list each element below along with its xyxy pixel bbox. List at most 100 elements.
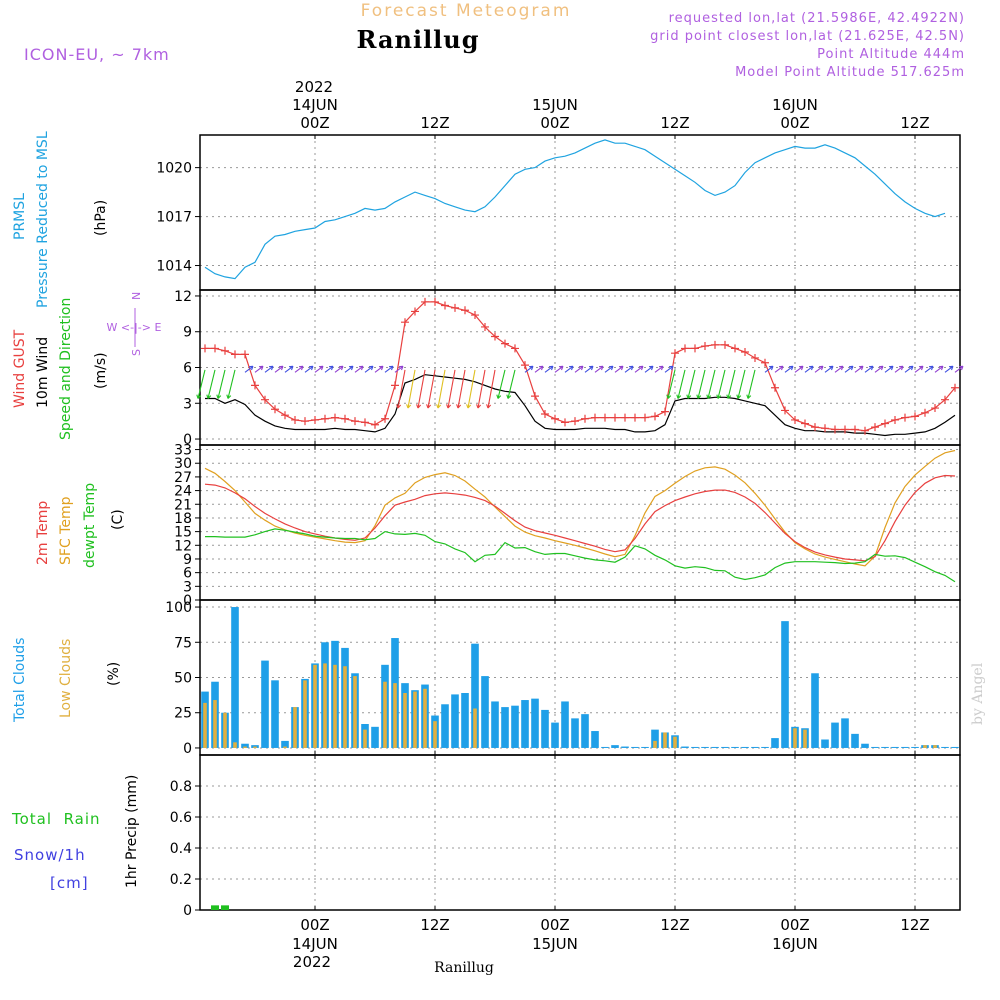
wind-arrowhead <box>196 394 202 399</box>
wind-arrowhead <box>558 365 564 371</box>
total-cloud-bar <box>831 722 839 748</box>
ytick-label: 75 <box>174 635 192 651</box>
bottom-time-label: 12Z <box>900 916 929 934</box>
total-cloud-bar <box>941 746 949 748</box>
low-cloud-bar <box>343 666 347 748</box>
ytick-label: 0 <box>183 593 192 609</box>
wind-arrowhead <box>528 365 534 371</box>
low-cloud-bar <box>203 702 207 748</box>
low-cloud-bar <box>433 721 437 748</box>
ytick-label: 12 <box>174 538 192 554</box>
wind-arrow <box>304 365 314 373</box>
low-cloud-bar <box>423 688 427 748</box>
wind-arrowhead <box>938 365 944 371</box>
gust-point <box>461 306 469 315</box>
wind-arrow <box>457 369 466 409</box>
gust-point <box>311 415 319 424</box>
gust-point <box>571 417 579 426</box>
wind-arrowhead <box>206 394 212 399</box>
station-title: Ranillug <box>356 25 479 54</box>
wind-arrowhead <box>398 365 404 371</box>
gust-point <box>801 419 809 428</box>
wind-arrowhead <box>798 365 804 371</box>
wind-arrowhead <box>788 365 794 371</box>
ytick-label: 24 <box>174 484 192 500</box>
wind-arrow <box>217 369 226 399</box>
gust-point <box>671 349 679 358</box>
low-cloud-bar <box>793 728 797 748</box>
gust-point <box>621 413 629 422</box>
wind-arrow <box>314 365 324 373</box>
compass-n: N <box>130 292 143 300</box>
wind-arrow <box>954 365 964 373</box>
compass-s: S <box>130 349 143 356</box>
ytick-label: 12 <box>174 289 192 305</box>
wind-arrowhead <box>878 365 884 371</box>
wind-arrowhead <box>666 394 672 399</box>
wind-arrowhead <box>496 394 502 399</box>
gust-point <box>221 346 229 355</box>
wind-arrowhead <box>618 365 624 371</box>
gust-point <box>561 418 569 427</box>
total-cloud-bar <box>691 746 699 748</box>
wind-arrowhead <box>638 365 644 371</box>
ytick-label: 0.4 <box>170 841 192 857</box>
bottom-year-label: 2022 <box>293 953 331 971</box>
bottom-date-label: 16JUN <box>772 935 818 953</box>
total-cloud-bar <box>841 718 849 748</box>
wind-arrow <box>294 365 304 373</box>
wind-arrow <box>604 365 614 373</box>
gust-point <box>471 311 479 320</box>
gust-point <box>411 307 419 316</box>
gust-point <box>361 418 369 427</box>
wind-arrow <box>864 365 874 373</box>
wind-arrow <box>417 369 426 409</box>
panel-5: 0 0.2 0.4 0.6 0.8 <box>170 754 961 919</box>
wind-arrowhead <box>378 365 384 371</box>
low-cloud-bar <box>233 742 237 748</box>
gust-point <box>871 423 879 432</box>
gust-point <box>491 332 499 341</box>
total-cloud-bar <box>231 607 239 748</box>
wind-arrowhead <box>808 365 814 371</box>
wind-arrow <box>884 365 894 373</box>
wind-arrowhead <box>658 365 664 371</box>
low-cloud-bar <box>393 683 397 748</box>
wind-arrowhead <box>338 365 344 371</box>
total-cloud-bar <box>471 643 479 748</box>
ytick-label: 18 <box>174 511 192 527</box>
wind-arrowhead <box>888 365 894 371</box>
wind-arrowhead <box>388 365 394 371</box>
wind-arrow <box>687 369 696 399</box>
wind-label: 10m Wind <box>35 337 51 408</box>
low-cloud-bar <box>223 712 227 748</box>
total-cloud-bar <box>641 746 649 748</box>
wind-arrow <box>667 369 676 399</box>
wind-arrowhead <box>358 365 364 371</box>
wind-arrow <box>574 365 584 373</box>
wind-arrow <box>467 369 476 409</box>
gust-point <box>861 426 869 435</box>
ytick-label: 9 <box>183 325 192 341</box>
gust-point <box>881 419 889 428</box>
wind-arrowhead <box>908 365 914 371</box>
total-cloud-bar <box>781 621 789 748</box>
low-cloud-bar <box>243 746 247 748</box>
total-cloud-bar <box>751 746 759 748</box>
gust-point <box>631 413 639 422</box>
sfc-temp-line <box>204 449 956 567</box>
low-cloud-bar <box>323 663 327 748</box>
gust-point <box>211 344 219 353</box>
total-cloud-bar <box>241 743 249 748</box>
wind-arrow <box>554 365 564 373</box>
ytick-label: 0.2 <box>170 872 192 888</box>
wind-arrow <box>727 369 736 399</box>
total-cloud-bar <box>561 701 569 748</box>
ytick-label: 33 <box>174 443 192 459</box>
wind-arrowhead <box>648 365 654 371</box>
gust-point <box>261 395 269 404</box>
wind-arrowhead <box>676 394 682 399</box>
low-cloud-bar <box>363 729 367 748</box>
top-year-label: 2022 <box>295 78 333 96</box>
total-cloud-bar <box>901 746 909 748</box>
